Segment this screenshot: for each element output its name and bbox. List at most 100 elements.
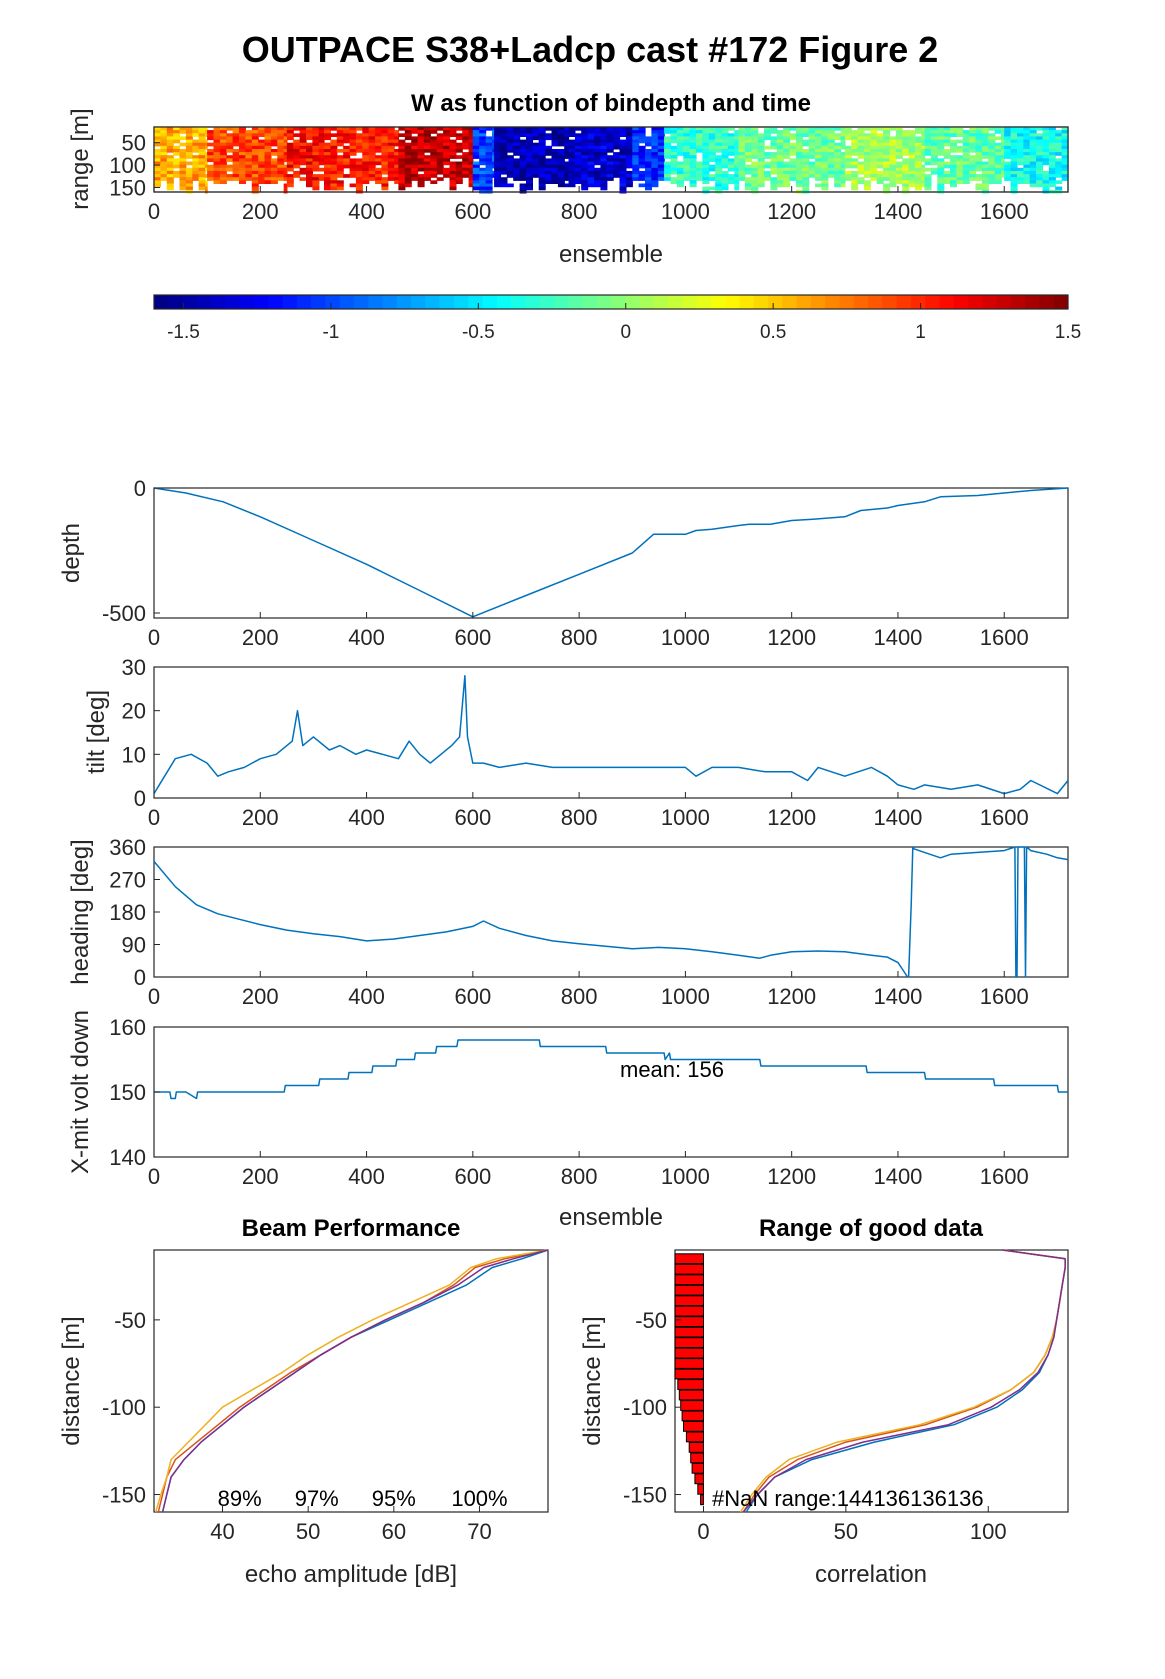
w-heatmap-cell — [789, 149, 797, 153]
w-heatmap-cell — [336, 127, 344, 131]
w-heatmap-cell — [664, 177, 672, 181]
w-heatmap-cell — [185, 139, 193, 144]
w-heatmap-cell — [915, 149, 922, 153]
w-heatmap-cell — [526, 167, 533, 172]
w-heatmap-cell — [574, 170, 582, 175]
w-heatmap-cell — [207, 152, 215, 156]
w-heatmap-cell — [950, 145, 957, 150]
w-heatmap-cell — [1017, 170, 1024, 175]
colorbar-swatch — [882, 295, 898, 309]
w-heatmap-cell — [902, 130, 910, 134]
w-heatmap-cell — [551, 158, 559, 163]
w-heatmap-cell — [1048, 142, 1056, 147]
colorbar-swatch — [511, 295, 526, 309]
w-heatmap-cell — [1036, 139, 1044, 144]
w-heatmap-cell — [417, 149, 425, 153]
w-heatmap-cell — [574, 142, 582, 147]
w-heatmap-cell — [538, 133, 546, 137]
w-heatmap-cell — [924, 139, 932, 144]
w-heatmap-cell — [564, 161, 570, 166]
w-heatmap-cell — [506, 142, 514, 147]
w-heatmap-cell — [1004, 174, 1012, 178]
w-heatmap-cell — [581, 149, 589, 153]
w-heatmap-cell — [924, 133, 932, 137]
w-heatmap-cell — [173, 130, 181, 134]
w-heatmap-cell — [1048, 136, 1056, 141]
w-heatmap-cell — [962, 133, 970, 137]
w-heatmap-cell — [1042, 142, 1050, 147]
w-heatmap-cell — [1036, 149, 1044, 153]
w-heatmap-cell — [981, 174, 989, 178]
w-heatmap-cell — [226, 127, 234, 131]
w-heatmap-cell — [557, 133, 565, 137]
w-heatmap-cell — [895, 170, 903, 175]
w-heatmap-cell — [789, 152, 797, 156]
w-heatmap-cell — [795, 158, 803, 163]
w-heatmap-cell — [988, 152, 996, 156]
w-heatmap-cell — [751, 127, 759, 131]
w-heatmap-cell — [179, 180, 187, 184]
w-heatmap-cell — [727, 167, 735, 172]
w-heatmap-cell — [219, 127, 227, 131]
w-heatmap-cell — [683, 133, 691, 137]
w-heatmap-cell — [1048, 183, 1056, 188]
w-heatmap-cell — [744, 158, 752, 163]
range-xlabel: correlation — [815, 1561, 927, 1588]
w-heatmap-cell — [594, 170, 601, 175]
w-heatmap-cell — [683, 174, 691, 178]
w-heatmap-cell — [394, 155, 400, 159]
w-heatmap-cell — [581, 130, 589, 134]
w-heatmap-cell — [619, 167, 627, 172]
w-heatmap-cell — [988, 164, 996, 169]
w-heatmap-cell — [1001, 142, 1005, 147]
w-heatmap-cell — [962, 158, 970, 163]
w-heatmap-cell — [600, 164, 608, 169]
w-heatmap-cell — [173, 145, 181, 150]
w-heatmap-cell — [924, 177, 932, 181]
w-heatmap-cell — [676, 180, 684, 184]
w-heatmap-cell — [606, 139, 614, 144]
w-heatmap-cell — [581, 180, 589, 184]
w-heatmap-cell — [462, 158, 470, 163]
w-heatmap-cell — [423, 164, 431, 169]
w-heatmap-cell — [226, 142, 234, 147]
w-heatmap-cell — [734, 136, 740, 141]
w-heatmap-cell — [795, 142, 803, 147]
w-heatmap-cell — [988, 167, 996, 172]
w-heatmap-cell — [394, 167, 400, 172]
w-heatmap-cell — [219, 170, 227, 175]
w-heatmap-cell — [757, 133, 765, 137]
w-heatmap-cell — [336, 130, 344, 134]
w-heatmap-cell — [574, 136, 582, 141]
w-heatmap-cell — [808, 161, 816, 166]
w-heatmap-cell — [670, 170, 678, 175]
w-heatmap-cell — [368, 174, 376, 178]
w-heatmap-cell — [727, 152, 735, 156]
w-heatmap-cell — [651, 133, 659, 137]
w-heatmap-cell — [708, 164, 716, 169]
w-heatmap-cell — [513, 177, 521, 181]
w-heatmap-cell — [1017, 145, 1024, 150]
w-heatmap-cell — [375, 127, 383, 131]
w-heatmap-cell — [889, 158, 897, 163]
w-heatmap-cell — [551, 127, 559, 131]
w-heatmap-cell — [166, 142, 174, 147]
w-heatmap-cell — [1042, 155, 1050, 159]
w-heatmap-cell — [205, 186, 208, 191]
w-heatmap-cell — [479, 127, 487, 131]
w-heatmap-cell — [277, 152, 285, 156]
w-heatmap-cell — [1055, 149, 1063, 153]
w-heatmap-cell — [404, 167, 412, 172]
w-heatmap-xtick-label: 800 — [561, 199, 598, 224]
w-heatmap-cell — [962, 170, 970, 175]
w-heatmap-cell — [702, 136, 710, 141]
w-heatmap-cell — [492, 127, 495, 131]
w-heatmap-cell — [721, 158, 729, 163]
w-heatmap-cell — [981, 145, 989, 150]
colorbar-swatch — [1010, 295, 1026, 309]
w-heatmap-cell — [443, 158, 451, 163]
w-heatmap-cell — [485, 152, 493, 156]
w-heatmap-cell — [1029, 133, 1037, 137]
w-heatmap-xtick-label: 1400 — [873, 199, 922, 224]
w-heatmap-cell — [455, 136, 463, 141]
